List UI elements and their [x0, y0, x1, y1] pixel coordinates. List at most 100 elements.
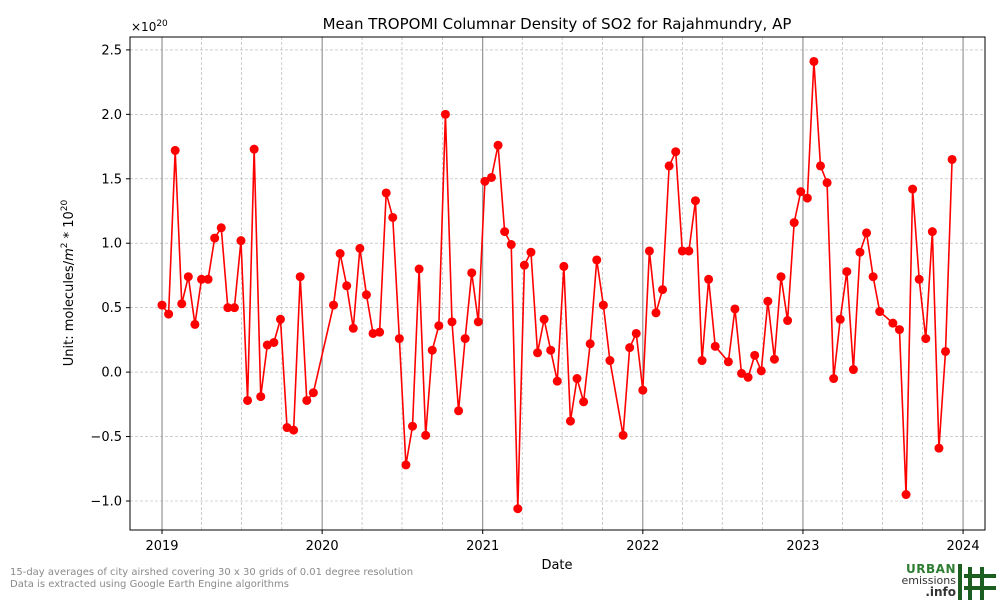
data-point — [552, 376, 562, 386]
data-point — [381, 188, 391, 198]
grid-logo-icon — [958, 564, 996, 600]
data-point — [506, 240, 516, 250]
data-point — [467, 268, 477, 278]
data-point — [598, 300, 608, 310]
data-point — [460, 334, 470, 344]
data-point — [335, 249, 345, 259]
y-axis-offset-exp: 20 — [156, 19, 168, 29]
data-point — [756, 366, 766, 376]
data-point — [289, 425, 299, 435]
data-point — [802, 193, 812, 203]
data-point — [671, 147, 681, 157]
data-point — [750, 350, 760, 360]
y-tick-label: 0.0 — [101, 366, 122, 381]
y-axis-label: Unit: molecules/m2 * 1020 — [60, 199, 77, 366]
data-point — [342, 281, 352, 291]
data-point — [776, 272, 786, 282]
data-point — [190, 319, 200, 329]
data-point — [579, 397, 589, 407]
data-point — [572, 374, 582, 384]
y-tick-label: 1.5 — [101, 172, 122, 187]
data-point — [500, 227, 510, 237]
footnote-line-2: Data is extracted using Google Earth Eng… — [10, 579, 289, 590]
data-point — [565, 416, 575, 426]
data-point — [605, 356, 615, 366]
data-point — [704, 274, 714, 284]
data-point — [730, 304, 740, 314]
data-point — [796, 187, 806, 197]
y-tick-label: −0.5 — [90, 430, 122, 445]
data-point — [170, 145, 180, 155]
series-line — [157, 56, 957, 514]
data-point — [677, 246, 687, 256]
data-point — [809, 56, 819, 66]
data-point — [901, 490, 911, 500]
data-point — [625, 343, 635, 353]
data-point — [585, 339, 595, 349]
data-point — [638, 385, 648, 395]
data-point — [690, 196, 700, 206]
data-point — [361, 290, 371, 300]
data-point — [216, 223, 226, 233]
data-point — [308, 388, 318, 398]
data-point — [401, 460, 411, 470]
data-point — [408, 421, 418, 431]
data-point — [684, 246, 694, 256]
data-point — [651, 308, 661, 318]
data-point — [592, 255, 602, 265]
data-point — [888, 318, 898, 328]
grid-lines — [130, 37, 985, 530]
y-axis-offset-base: ×10 — [131, 20, 156, 34]
y-tick-label: 2.0 — [101, 108, 122, 123]
data-point — [829, 374, 839, 384]
year-lines — [161, 37, 964, 530]
y-tick-label: 0.5 — [101, 301, 122, 316]
data-point — [631, 328, 641, 338]
data-point — [862, 228, 872, 238]
data-point — [835, 314, 845, 324]
data-point — [618, 430, 628, 440]
x-tick-label: 2023 — [786, 539, 819, 554]
data-point — [868, 272, 878, 282]
data-point — [243, 395, 253, 405]
y-axis-label-exp: 20 — [60, 199, 70, 211]
data-point — [421, 430, 431, 440]
data-point — [533, 348, 543, 358]
data-point — [934, 443, 944, 453]
x-axis-ticks: 2019 2020 2021 2022 2023 2024 — [145, 530, 980, 554]
data-point — [414, 264, 424, 274]
data-point — [763, 296, 773, 306]
data-point — [855, 247, 865, 257]
data-point — [394, 334, 404, 344]
x-tick-label: 2022 — [626, 539, 659, 554]
data-point — [559, 261, 569, 271]
urban-emissions-logo: URBAN emissions .info — [896, 562, 1000, 600]
data-point — [894, 325, 904, 335]
x-tick-label: 2019 — [145, 539, 178, 554]
data-point — [447, 317, 457, 327]
logo-text-urban: URBAN — [906, 562, 956, 576]
data-point — [454, 406, 464, 416]
data-point — [203, 274, 213, 284]
data-point — [329, 300, 339, 310]
x-axis-label: Date — [541, 558, 572, 573]
logo-text-emissions: emissions — [901, 574, 957, 587]
data-point — [493, 140, 503, 150]
data-point — [526, 247, 536, 257]
data-point — [723, 357, 733, 367]
y-tick-label: −1.0 — [90, 495, 122, 510]
x-tick-label: 2021 — [466, 539, 499, 554]
data-point — [743, 372, 753, 382]
y-tick-label: 1.0 — [101, 237, 122, 252]
data-point — [440, 109, 450, 119]
data-point — [697, 356, 707, 366]
series-path — [161, 61, 953, 509]
data-point — [737, 368, 747, 378]
data-point — [822, 178, 832, 188]
data-point — [546, 345, 556, 355]
x-tick-label: 2024 — [947, 539, 980, 554]
data-point — [664, 161, 674, 171]
data-point — [848, 365, 858, 375]
data-point — [519, 260, 529, 270]
